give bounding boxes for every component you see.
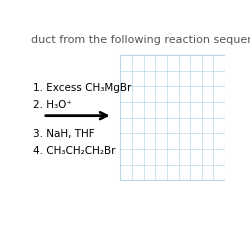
Text: 1. Excess CH₃MgBr: 1. Excess CH₃MgBr	[33, 83, 132, 93]
Text: 4. CH₃CH₂CH₂Br: 4. CH₃CH₂CH₂Br	[33, 146, 116, 156]
Text: duct from the following reaction sequence.: duct from the following reaction sequenc…	[31, 35, 250, 45]
Text: 2. H₃O⁺: 2. H₃O⁺	[33, 100, 72, 110]
Text: 3. NaH, THF: 3. NaH, THF	[33, 129, 95, 139]
